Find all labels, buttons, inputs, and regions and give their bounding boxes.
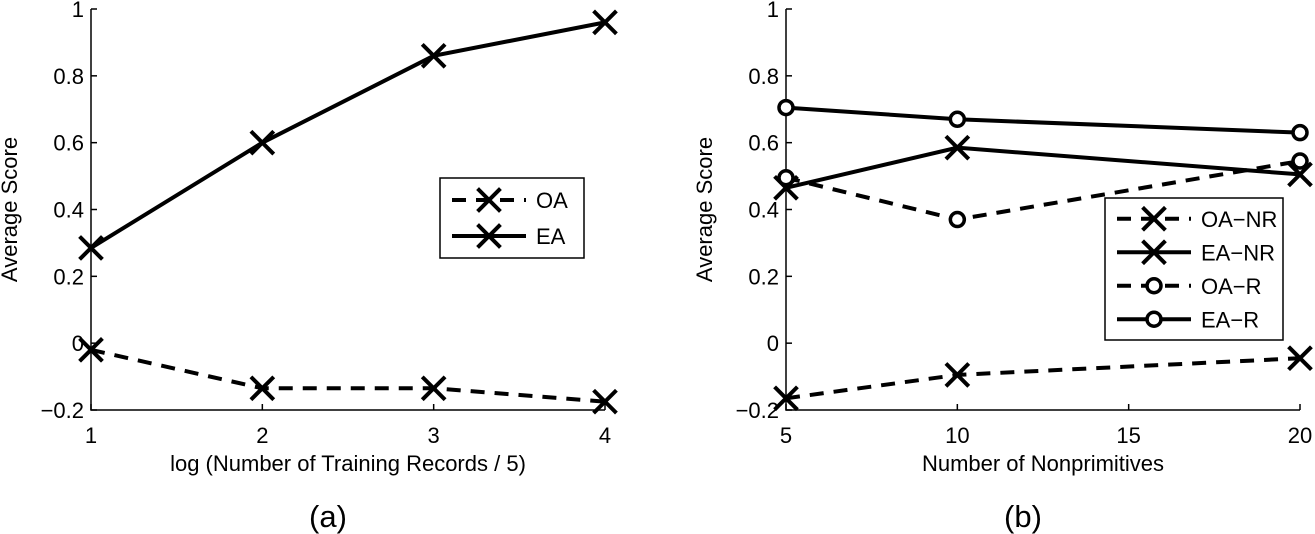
y-tick-label: 0.8: [53, 64, 84, 89]
x-tick-label: 4: [599, 423, 611, 448]
x-axis-label: log (Number of Training Records / 5): [170, 451, 526, 476]
x-axis-label: Number of Nonprimitives: [922, 451, 1164, 476]
data-point-marker: [948, 110, 967, 129]
y-tick-label: 0.2: [748, 264, 779, 289]
y-axis-label: Average Score: [0, 137, 22, 282]
legend-box: [439, 177, 585, 259]
data-point-marker: [78, 235, 104, 261]
data-point-marker: [78, 337, 104, 363]
data-point-marker: [592, 9, 618, 36]
legend: OA EA: [439, 177, 585, 259]
series-line: [90, 347, 606, 404]
data-point-marker: [1287, 161, 1313, 188]
y-axis-label: Average Score: [692, 137, 717, 282]
data-point-marker: [1287, 345, 1313, 372]
data-point-marker: [420, 42, 447, 69]
data-point-marker: [1291, 123, 1309, 142]
x-tick-label: 1: [85, 423, 97, 448]
series-line: [785, 145, 1301, 190]
y-tick-label: 0.6: [53, 131, 84, 156]
x-tick-label: 5: [780, 423, 792, 448]
data-point-marker: [944, 362, 971, 388]
legend-marker: [1145, 277, 1163, 295]
data-point-marker: [773, 385, 799, 412]
series-line: [785, 105, 1301, 135]
series-line: [89, 20, 606, 250]
legend-marker: [1145, 310, 1163, 328]
y-tick-label: 0.4: [748, 198, 779, 223]
legend-box: [1104, 197, 1284, 341]
y-tick-label: 0.2: [53, 264, 84, 289]
y-tick-label: 0.8: [748, 64, 779, 89]
y-tick-label: 1: [767, 0, 779, 22]
legend: OA−NR EA−NR OA−R EA−R: [1104, 197, 1284, 341]
panel-caption: (a): [309, 499, 347, 534]
series-line: [785, 356, 1301, 401]
data-point-marker: [777, 98, 795, 117]
x-tick-label: 2: [256, 423, 268, 448]
data-point-marker: [1291, 152, 1309, 170]
legend-marker: [1141, 239, 1167, 266]
legend-label: OA: [536, 188, 568, 213]
data-point-marker: [777, 169, 795, 187]
legend-marker: [1141, 205, 1167, 232]
y-tick-label: 0.6: [748, 131, 779, 156]
data-point-marker: [592, 388, 618, 415]
x-tick-label: 3: [428, 423, 440, 448]
x-tick-label: 20: [1288, 423, 1312, 448]
data-point-marker: [249, 129, 276, 156]
legend-label: EA−NR: [1201, 240, 1275, 265]
legend-label: EA: [536, 224, 566, 249]
panel-caption: (b): [1004, 499, 1042, 534]
y-tick-label: 1: [72, 0, 84, 22]
legend-marker: [476, 223, 502, 249]
y-tick-label: 0.4: [53, 198, 84, 223]
y-tick-label: −0.2: [736, 398, 779, 423]
data-point-marker: [948, 210, 967, 229]
x-tick-label: 15: [1116, 423, 1140, 448]
x-tick-label: 10: [945, 423, 969, 448]
legend-label: EA−R: [1201, 307, 1259, 332]
legend-label: OA−NR: [1201, 207, 1277, 232]
data-point-marker: [249, 375, 276, 402]
y-tick-label: 0: [767, 331, 779, 356]
legend-label: OA−R: [1201, 274, 1262, 299]
y-tick-label: −0.2: [41, 398, 84, 423]
data-point-marker: [944, 134, 971, 161]
legend-marker: [476, 187, 502, 213]
data-point-marker: [420, 375, 447, 402]
